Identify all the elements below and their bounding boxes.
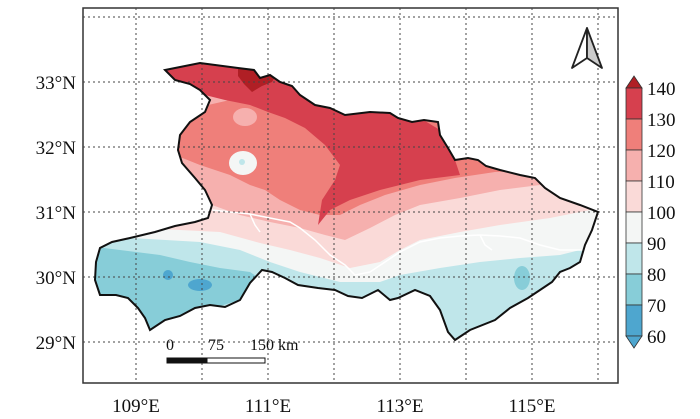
colorbar: 140 130 120 110 100 90 80 70 60 xyxy=(625,75,676,349)
scale-bar-label: 150 km xyxy=(250,337,299,354)
x-tick-label: 109°E xyxy=(112,396,160,417)
y-tick-label: 30°N xyxy=(36,268,77,289)
y-tick-label: 31°N xyxy=(36,203,77,224)
colorbar-label: 80 xyxy=(647,265,666,286)
x-tick-label: 115°E xyxy=(509,396,556,417)
north-arrow-icon xyxy=(571,27,603,69)
region-lower-east xyxy=(514,266,530,290)
colorbar-label: 140 xyxy=(647,79,676,100)
colorbar-label: 130 xyxy=(647,110,676,131)
colorbar-segment xyxy=(625,87,643,120)
x-axis-ticks: 109°E 111°E 113°E 115°E xyxy=(112,396,555,417)
colorbar-segment xyxy=(625,211,643,244)
colorbar-segment xyxy=(625,149,643,182)
y-axis-ticks: 33°N 32°N 31°N 30°N 29°N xyxy=(36,73,77,354)
y-tick-label: 32°N xyxy=(36,138,77,159)
colorbar-label: 110 xyxy=(647,172,675,193)
colorbar-segment xyxy=(625,273,643,306)
y-tick-label: 33°N xyxy=(36,73,77,94)
scale-bar-label: 0 xyxy=(166,337,174,354)
colorbar-segment xyxy=(625,118,643,151)
colorbar-segment xyxy=(625,242,643,275)
colorbar-segment xyxy=(625,180,643,213)
region-local-mid xyxy=(233,108,257,126)
colorbar-label: 100 xyxy=(647,203,676,224)
y-tick-label: 29°N xyxy=(36,333,77,354)
colorbar-label: 120 xyxy=(647,141,676,162)
colorbar-segment xyxy=(625,304,643,337)
scale-bar-label: 75 xyxy=(208,337,224,354)
x-tick-label: 111°E xyxy=(245,396,291,417)
province-boundary xyxy=(93,61,600,342)
region-lowest-b xyxy=(188,279,212,291)
colorbar-label: 70 xyxy=(647,296,666,317)
region-local-point xyxy=(239,159,245,165)
x-tick-label: 113°E xyxy=(377,396,424,417)
graticule xyxy=(83,8,618,383)
colorbar-min-extension xyxy=(625,335,643,349)
colorbar-label: 60 xyxy=(647,327,666,348)
scale-bar: 0 75 150 km xyxy=(166,337,299,364)
region-lowest-a xyxy=(163,270,173,280)
colorbar-max-extension xyxy=(625,75,643,89)
rivers xyxy=(211,209,590,276)
colorbar-label: 90 xyxy=(647,234,666,255)
region-high xyxy=(150,63,460,225)
